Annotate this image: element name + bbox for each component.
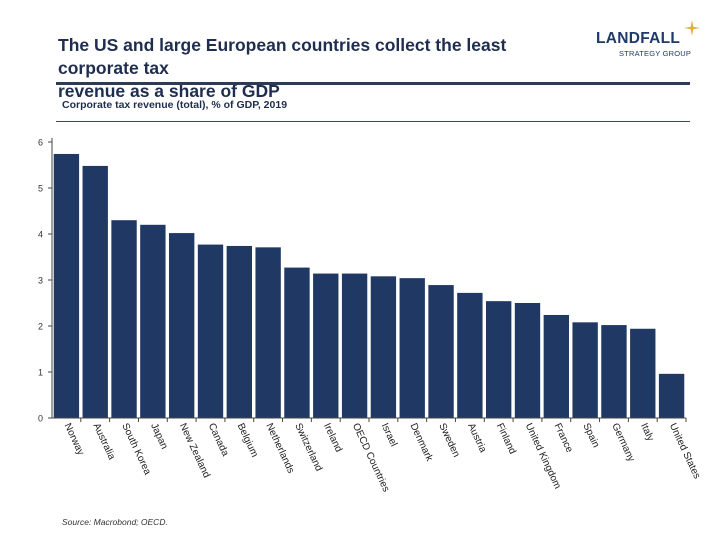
bar [370,276,397,418]
y-tick-label: 2 [38,322,43,332]
header-rule [56,82,690,85]
x-tick-label: Japan [148,422,169,451]
source-note: Source: Macrobond; OECD. [62,517,168,527]
bar [457,292,483,418]
chart-subtitle: Corporate tax revenue (total), % of GDP,… [62,99,288,111]
chart-title-line-1: The US and large European countries coll… [58,35,507,78]
bar [140,224,166,418]
bar [111,220,137,418]
bar [82,165,108,418]
x-tick-label: Spain [580,422,601,450]
chart-title-line-2: revenue as a share of GDP [58,81,280,101]
y-tick-label: 0 [38,414,43,424]
y-tick-label: 4 [38,230,43,240]
x-tick-label: New Zealand [177,422,212,480]
chart-title: The US and large European countries coll… [58,34,578,103]
bar [572,322,598,418]
x-tick-label: South Korea [119,422,153,477]
logo-name: LANDFALL [596,30,681,47]
bar [197,244,224,418]
y-tick-label: 1 [38,368,43,378]
bar [255,247,281,418]
x-tick-label: Norway [62,422,86,457]
x-tick-label: Ireland [321,422,344,454]
bar [53,153,80,418]
x-tick-label: Italy [638,422,656,443]
x-tick-label: Sweden [436,422,461,459]
bar [313,273,339,418]
bar [514,303,541,418]
x-tick-label: Netherlands [263,422,296,476]
x-tick-label: United States [667,422,702,481]
bar [486,301,512,418]
bar [341,273,368,418]
x-tick-label: France [552,422,575,455]
star-icon [684,20,700,36]
bar [658,373,685,418]
y-tick-label: 6 [38,138,43,148]
bar [428,285,454,418]
bar [630,328,656,418]
y-tick-label: 5 [38,184,43,194]
subtitle-rule [56,121,690,122]
bar [543,314,569,418]
y-tick-label: 3 [38,276,43,286]
x-tick-label: Canada [206,422,231,459]
x-tick-label: Finland [494,422,518,456]
bar [226,245,252,418]
x-tick-label: Israel [379,422,399,449]
bar [601,325,627,418]
x-tick-label: Australia [91,422,118,462]
x-tick-label: Germany [609,422,636,464]
landfall-logo: LANDFALL STRATEGY GROUP [590,20,702,64]
x-tick-label: Austria [465,422,488,455]
bar [169,233,195,418]
bar [399,278,425,418]
x-tick-label: Denmark [408,422,436,464]
x-tick-label: Switzerland [292,422,324,474]
bar [284,267,310,418]
x-tick-label: Belgium [235,422,260,459]
logo-subtitle: STRATEGY GROUP [619,49,692,58]
